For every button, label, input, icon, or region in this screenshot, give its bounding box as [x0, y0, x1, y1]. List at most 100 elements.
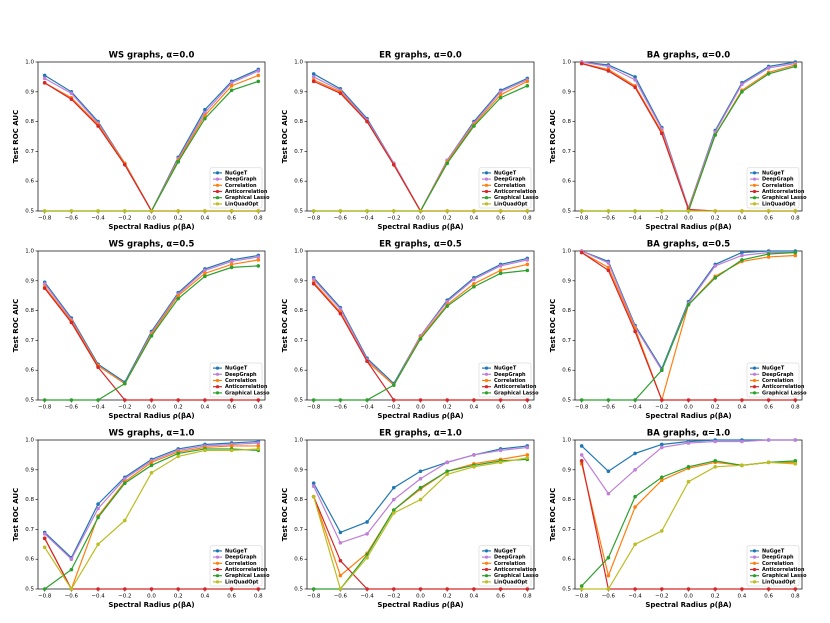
legend-marker — [484, 574, 489, 578]
legend-box — [478, 362, 532, 398]
point — [229, 587, 234, 591]
point — [740, 398, 744, 402]
x-tick-label: 0.8 — [254, 594, 263, 600]
legend: NuGgeTDeepGraphCorrelationAnticorrelatio… — [478, 167, 539, 209]
x-tick-label: −0.6 — [65, 594, 79, 600]
legend-label: Correlation — [225, 378, 257, 384]
plot-area — [579, 438, 798, 591]
point — [229, 259, 234, 264]
point — [311, 494, 316, 499]
legend-marker — [752, 366, 757, 370]
point — [149, 463, 154, 468]
point — [96, 398, 100, 402]
point — [713, 465, 718, 469]
point — [659, 442, 664, 447]
legend-marker — [752, 561, 757, 565]
legend: NuGgeTDeepGraphCorrelationAnticorrelatio… — [209, 167, 270, 209]
y-tick-label: 0.8 — [294, 497, 303, 503]
x-tick-label: 0.0 — [147, 216, 156, 222]
point — [498, 95, 503, 100]
point — [659, 478, 664, 483]
y-axis-label: Test ROC AUC — [12, 488, 20, 541]
point — [445, 304, 450, 308]
point — [256, 441, 261, 445]
x-tick-label: −0.2 — [387, 405, 400, 411]
point — [498, 92, 503, 97]
point — [229, 262, 234, 267]
x-tick-label: 0.2 — [174, 216, 183, 222]
panel: −0.8 −0.6 −0.4 −0.2 0.0 0.2 0.4 0.6 0.8 0.5 0.6 0.7… — [549, 51, 807, 232]
point — [311, 481, 316, 486]
point — [365, 532, 369, 536]
point — [229, 448, 234, 453]
legend-label: DeepGraph — [225, 372, 257, 378]
legend-label: DeepGraph — [762, 177, 794, 183]
legend-marker — [752, 580, 757, 584]
point — [579, 398, 584, 402]
point — [606, 573, 611, 578]
point — [256, 444, 261, 448]
point — [418, 209, 423, 213]
x-tick-label: 0.0 — [147, 405, 156, 411]
legend-label: Graphical Lasso — [494, 573, 539, 579]
panel: −0.8 −0.6 −0.4 −0.2 0.0 0.2 0.4 0.6 0.8 0.5 0.6 0.7… — [281, 429, 539, 610]
point — [579, 209, 584, 213]
legend-marker — [215, 580, 220, 584]
y-tick-label: 0.7 — [25, 338, 34, 344]
point — [498, 209, 503, 213]
legend-label: DeepGraph — [494, 555, 526, 561]
point — [633, 451, 637, 456]
panel: −0.8 −0.6 −0.4 −0.2 0.0 0.2 0.4 0.6 0.8 0.5 0.6 0.7… — [549, 240, 807, 421]
x-tick-label: −0.2 — [655, 216, 668, 222]
x-tick-label: −0.4 — [628, 405, 642, 411]
x-tick-label: −0.4 — [360, 405, 374, 411]
point — [418, 337, 423, 341]
point — [525, 398, 530, 402]
y-tick-label: 1.0 — [562, 249, 571, 255]
point — [122, 163, 127, 167]
y-axis-label: Test ROC AUC — [549, 299, 557, 352]
legend-label: Graphical Lasso — [762, 390, 807, 396]
legend-marker — [215, 378, 220, 383]
point — [579, 587, 584, 591]
point — [498, 587, 503, 591]
point — [525, 209, 530, 213]
legend-label: Anticorrelation — [762, 567, 805, 573]
y-tick-label: 1.0 — [294, 249, 303, 255]
point — [391, 587, 396, 591]
point — [203, 113, 207, 118]
x-tick-label: 0.6 — [764, 405, 773, 411]
point — [445, 299, 450, 304]
point — [338, 307, 343, 311]
point — [472, 284, 476, 289]
legend-marker — [215, 391, 220, 395]
point — [766, 460, 771, 465]
y-tick-label: 0.9 — [562, 89, 571, 95]
x-tick-label: 0.4 — [738, 216, 747, 222]
point — [659, 587, 664, 591]
legend-marker — [752, 196, 757, 200]
y-tick-label: 1.0 — [25, 249, 34, 255]
point — [525, 456, 530, 460]
point — [203, 448, 207, 453]
point — [42, 398, 47, 402]
y-tick-label: 0.9 — [294, 89, 303, 95]
x-tick-label: 0.0 — [684, 594, 693, 600]
x-tick-label: 0.8 — [254, 405, 263, 411]
point — [176, 160, 181, 164]
point — [740, 258, 744, 262]
point — [96, 502, 100, 506]
plot-area — [311, 256, 530, 402]
point — [766, 587, 771, 591]
point — [579, 444, 584, 448]
point — [633, 505, 637, 509]
point — [766, 255, 771, 259]
point — [525, 453, 530, 457]
point — [176, 454, 181, 459]
point — [203, 107, 207, 112]
point — [686, 209, 691, 213]
legend-label: LinQuadOpt — [225, 201, 259, 207]
point — [525, 84, 530, 88]
legend-label: Correlation — [762, 561, 794, 567]
x-axis-label: Spectral Radius ρ(βA) — [108, 601, 194, 609]
